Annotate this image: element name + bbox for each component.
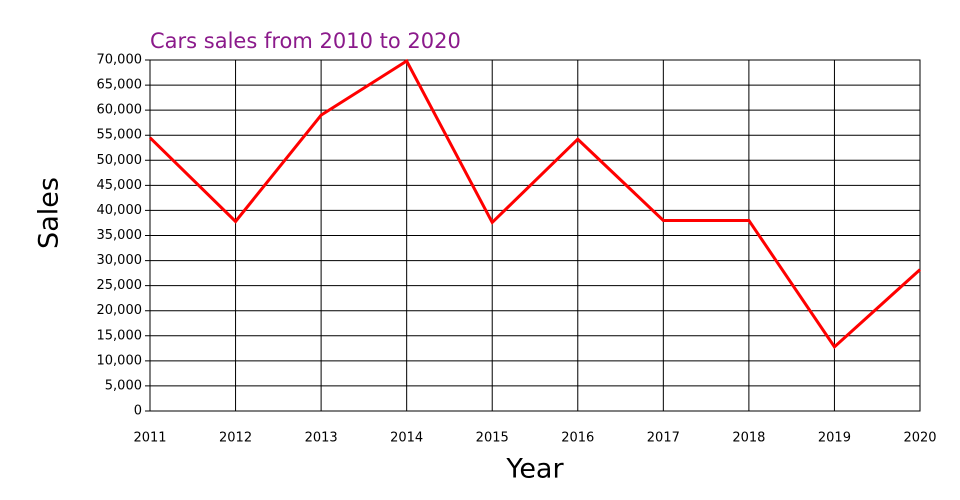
y-tick-label: 15,000: [97, 328, 143, 343]
y-tick-label: 5,000: [105, 378, 142, 393]
y-tick-label: 50,000: [97, 153, 143, 168]
x-tick-label: 2018: [732, 431, 765, 446]
y-tick-label: 20,000: [97, 303, 143, 318]
x-tick-label: 2016: [561, 431, 594, 446]
x-axis-label: Year: [505, 454, 564, 485]
x-tick-label: 2013: [305, 431, 338, 446]
x-tick-label: 2017: [647, 431, 680, 446]
x-tick-label: 2020: [903, 431, 936, 446]
y-axis-label: Sales: [34, 177, 65, 249]
x-tick-label: 2019: [818, 431, 851, 446]
y-tick-label: 10,000: [97, 353, 143, 368]
y-tick-label: 40,000: [97, 203, 143, 218]
x-tick-label: 2011: [133, 431, 166, 446]
line-series: [148, 58, 922, 350]
x-tick-label: 2015: [476, 431, 509, 446]
x-tick-label: 2012: [219, 431, 252, 446]
plot-border: [149, 59, 921, 412]
y-tick-label: 65,000: [97, 78, 143, 93]
y-tick-label: 35,000: [97, 228, 143, 243]
y-tick-label: 30,000: [97, 253, 143, 268]
y-tick-label: 55,000: [97, 128, 143, 143]
x-tick-label: 2014: [390, 431, 423, 446]
chart-title: Cars sales from 2010 to 2020: [150, 29, 461, 53]
y-tick-label: 45,000: [97, 178, 143, 193]
y-tick-label: 0: [134, 404, 142, 419]
y-tick-label: 70,000: [97, 53, 143, 68]
y-tick-label: 25,000: [97, 278, 143, 293]
y-tick-label: 60,000: [97, 103, 143, 118]
